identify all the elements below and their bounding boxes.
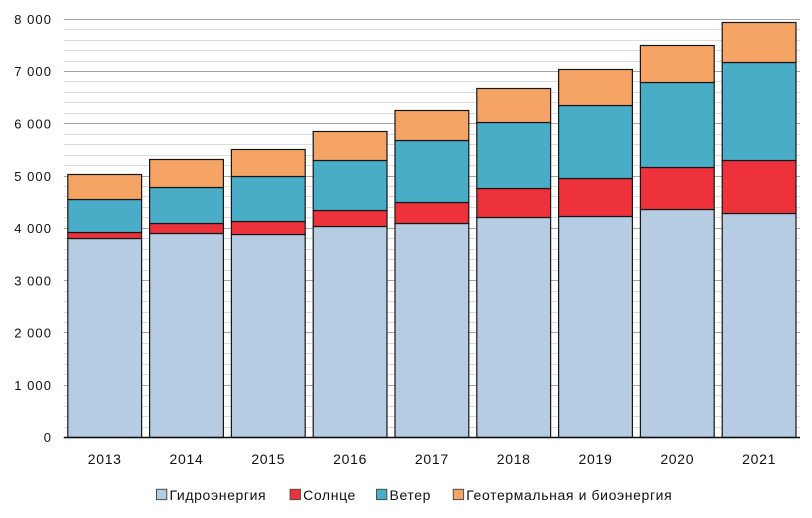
svg-text:2018: 2018 bbox=[497, 451, 531, 467]
svg-text:3 000: 3 000 bbox=[14, 273, 52, 288]
svg-text:Ветер: Ветер bbox=[390, 487, 432, 503]
svg-text:2 000: 2 000 bbox=[14, 326, 52, 341]
svg-text:2017: 2017 bbox=[415, 451, 449, 467]
svg-text:Солнце: Солнце bbox=[303, 487, 356, 503]
svg-text:Геотермальная и биоэнергия: Геотермальная и биоэнергия bbox=[466, 487, 672, 503]
svg-text:Гидроэнергия: Гидроэнергия bbox=[170, 487, 267, 503]
svg-text:7 000: 7 000 bbox=[14, 64, 52, 79]
svg-text:2016: 2016 bbox=[333, 451, 367, 467]
svg-text:5 000: 5 000 bbox=[14, 169, 52, 184]
svg-text:2020: 2020 bbox=[660, 451, 694, 467]
svg-text:4 000: 4 000 bbox=[14, 221, 52, 236]
svg-text:1 000: 1 000 bbox=[14, 378, 52, 393]
svg-text:0: 0 bbox=[44, 430, 52, 445]
svg-text:2014: 2014 bbox=[170, 451, 204, 467]
svg-text:2015: 2015 bbox=[251, 451, 285, 467]
svg-text:2013: 2013 bbox=[88, 451, 122, 467]
svg-text:6 000: 6 000 bbox=[14, 116, 52, 131]
svg-text:2021: 2021 bbox=[742, 451, 776, 467]
svg-text:2019: 2019 bbox=[579, 451, 613, 467]
svg-text:8 000: 8 000 bbox=[14, 12, 52, 27]
